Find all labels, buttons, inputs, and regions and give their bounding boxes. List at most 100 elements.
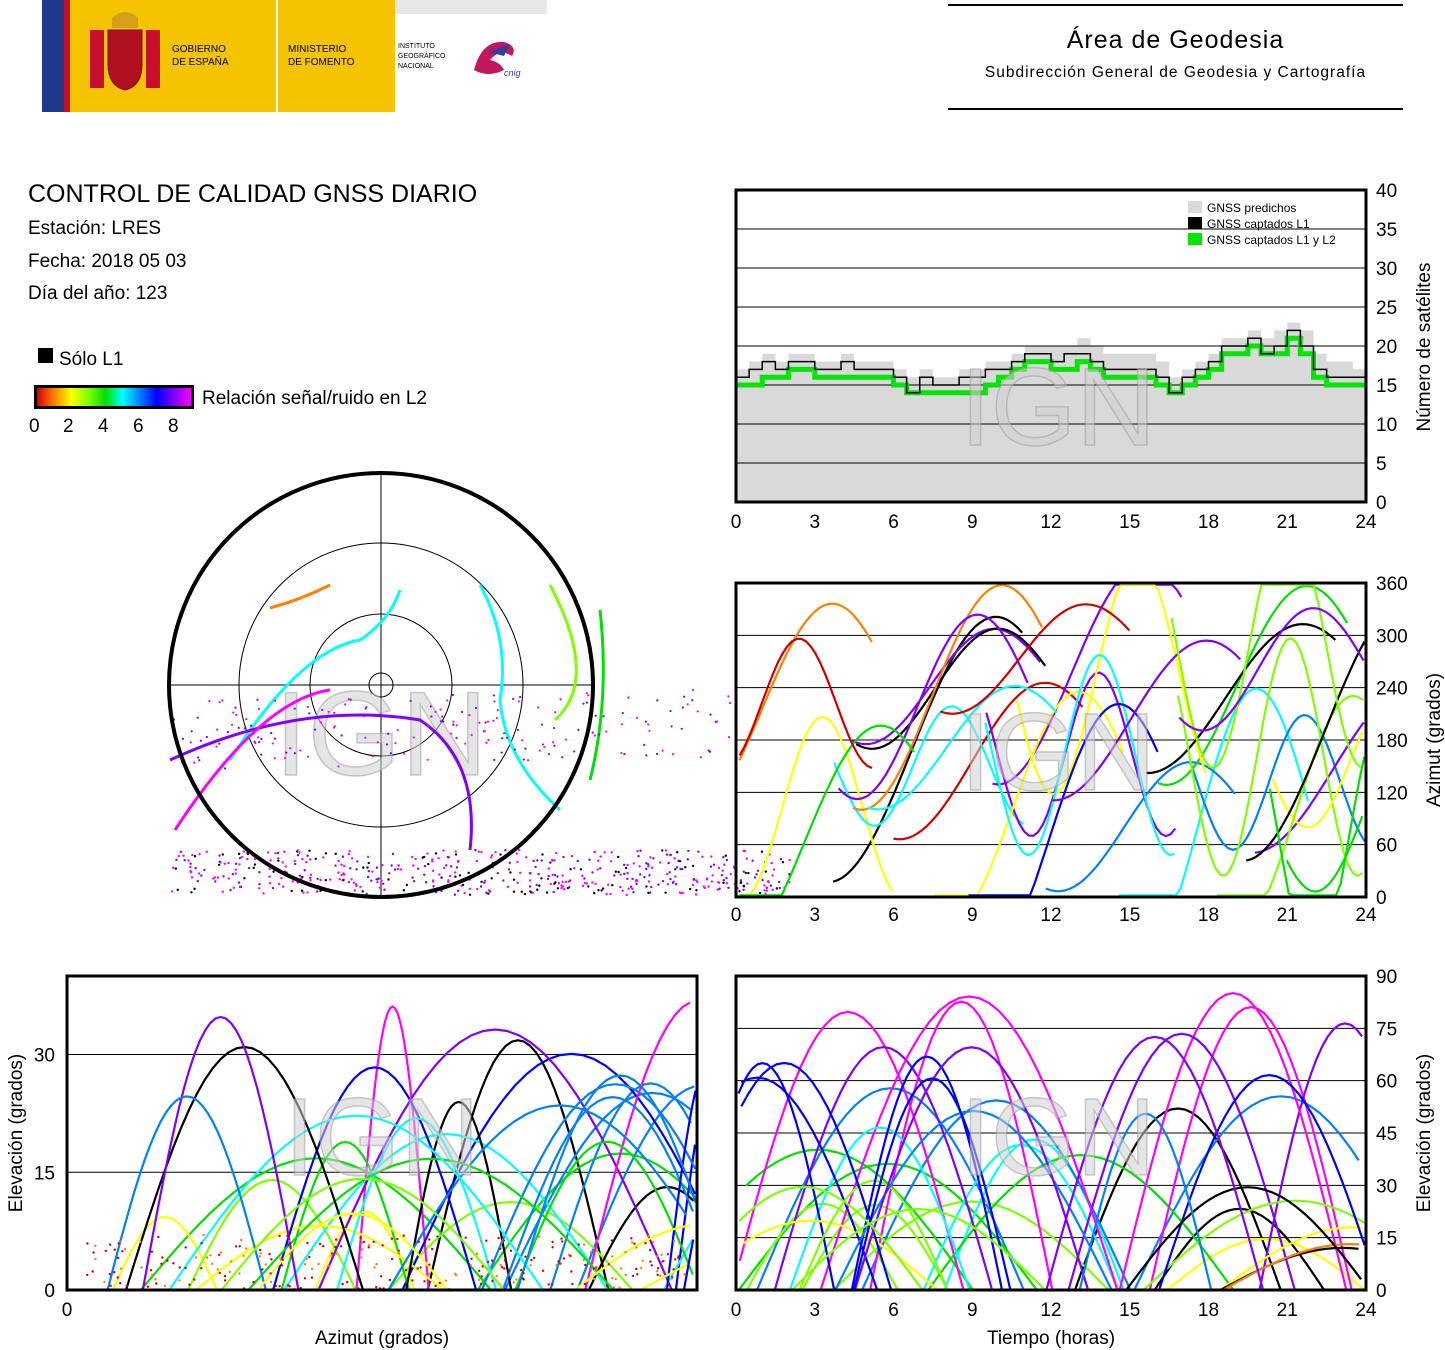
- low-elevation-point: [645, 867, 648, 871]
- azimuth-track: [1176, 637, 1363, 878]
- low-elevation-point: [528, 879, 532, 882]
- low-elevation-point: [623, 872, 626, 876]
- horizon-point: [500, 751, 503, 754]
- y-tick-label: 75: [1376, 1019, 1397, 1040]
- horizon-point: [232, 711, 235, 714]
- elevation-pass: [738, 1185, 924, 1291]
- low-snr-point: [116, 1276, 120, 1279]
- low-elevation-point: [378, 886, 382, 889]
- low-snr-point: [559, 1262, 562, 1265]
- low-elevation-point: [367, 869, 371, 873]
- low-elevation-point: [529, 872, 532, 875]
- low-snr-point: [607, 1263, 610, 1266]
- low-elevation-point: [302, 891, 305, 894]
- horizon-point: [551, 741, 555, 744]
- low-elevation-point: [665, 853, 669, 856]
- low-snr-point: [228, 1270, 232, 1274]
- low-snr-point: [154, 1278, 157, 1281]
- horizon-point: [364, 707, 367, 710]
- low-snr-point: [103, 1280, 106, 1284]
- low-elevation-point: [779, 857, 783, 861]
- low-snr-point: [397, 1251, 400, 1254]
- low-elevation-point: [370, 879, 373, 882]
- low-elevation-point: [361, 890, 364, 893]
- low-snr-point: [404, 1269, 408, 1272]
- low-snr-point: [618, 1286, 621, 1289]
- x-tick-label: 21: [1277, 905, 1298, 926]
- low-elevation-point: [506, 885, 510, 889]
- low-elevation-point: [240, 855, 243, 859]
- low-elevation-point: [673, 857, 676, 860]
- low-elevation-point: [763, 889, 766, 892]
- low-elevation-point: [691, 864, 695, 868]
- horizon-point: [455, 736, 458, 740]
- azimuth-track: [832, 615, 1024, 883]
- horizon-point: [196, 716, 199, 719]
- low-elevation-point: [635, 882, 638, 886]
- low-elevation-point: [205, 850, 208, 853]
- horizon-point: [273, 699, 277, 702]
- horizon-point: [591, 731, 594, 734]
- horizon-point: [273, 757, 276, 760]
- horizon-point: [199, 739, 202, 742]
- low-elevation-point: [674, 868, 677, 871]
- low-snr-point: [532, 1256, 536, 1260]
- low-elevation-point: [269, 859, 272, 862]
- low-elevation-point: [277, 882, 281, 886]
- low-elevation-point: [724, 854, 727, 857]
- low-snr-point: [477, 1278, 481, 1282]
- horizon-point: [464, 742, 467, 745]
- azimuth-track: [984, 653, 1175, 857]
- low-snr-point: [278, 1234, 281, 1238]
- low-snr-point: [582, 1243, 586, 1246]
- low-snr-point: [341, 1282, 344, 1286]
- horizon-point: [442, 720, 445, 723]
- low-snr-point: [139, 1240, 142, 1244]
- low-snr-point: [113, 1248, 117, 1251]
- ministerio-panel: [278, 0, 395, 112]
- horizon-point: [293, 707, 296, 710]
- low-elevation-point: [296, 849, 299, 852]
- low-elevation-point: [221, 890, 224, 893]
- low-snr-point: [444, 1279, 448, 1282]
- elevation-arc: [220, 1177, 505, 1291]
- low-elevation-point: [276, 857, 280, 860]
- low-elevation-point: [217, 863, 221, 866]
- low-elevation-point: [446, 855, 450, 859]
- low-elevation-point: [440, 876, 443, 879]
- low-elevation-point: [581, 874, 584, 877]
- azimuth-track: [1254, 721, 1365, 854]
- elevation-pass: [869, 1000, 1054, 1291]
- y-axis-label: Número de satélites: [1414, 263, 1435, 432]
- horizon-point: [450, 732, 453, 735]
- low-snr-point: [584, 1263, 587, 1267]
- low-elevation-point: [282, 885, 285, 888]
- low-elevation-point: [579, 868, 583, 871]
- low-elevation-point: [381, 864, 384, 867]
- low-snr-point: [659, 1274, 662, 1278]
- low-elevation-point: [687, 849, 690, 853]
- low-elevation-point: [743, 849, 747, 853]
- low-elevation-point: [298, 851, 301, 854]
- low-elevation-point: [599, 855, 602, 858]
- low-snr-point: [160, 1262, 163, 1266]
- low-elevation-point: [308, 858, 312, 861]
- low-elevation-point: [281, 861, 284, 864]
- low-snr-point: [555, 1264, 558, 1267]
- low-elevation-point: [696, 880, 699, 884]
- low-elevation-point: [626, 863, 629, 867]
- low-elevation-point: [253, 857, 257, 861]
- low-elevation-point: [496, 871, 499, 875]
- low-elevation-point: [343, 873, 346, 876]
- low-elevation-point: [664, 891, 667, 894]
- doy-label: Día del año: 123: [28, 283, 168, 304]
- low-elevation-point: [309, 879, 312, 882]
- low-elevation-point: [536, 888, 539, 891]
- azimuth-track: [1178, 607, 1365, 732]
- low-elevation-point: [591, 871, 594, 874]
- low-elevation-point: [769, 884, 773, 887]
- horizon-point: [696, 710, 699, 713]
- low-elevation-point: [515, 852, 519, 855]
- plot-frame: [65, 974, 699, 1292]
- low-elevation-point: [475, 859, 479, 863]
